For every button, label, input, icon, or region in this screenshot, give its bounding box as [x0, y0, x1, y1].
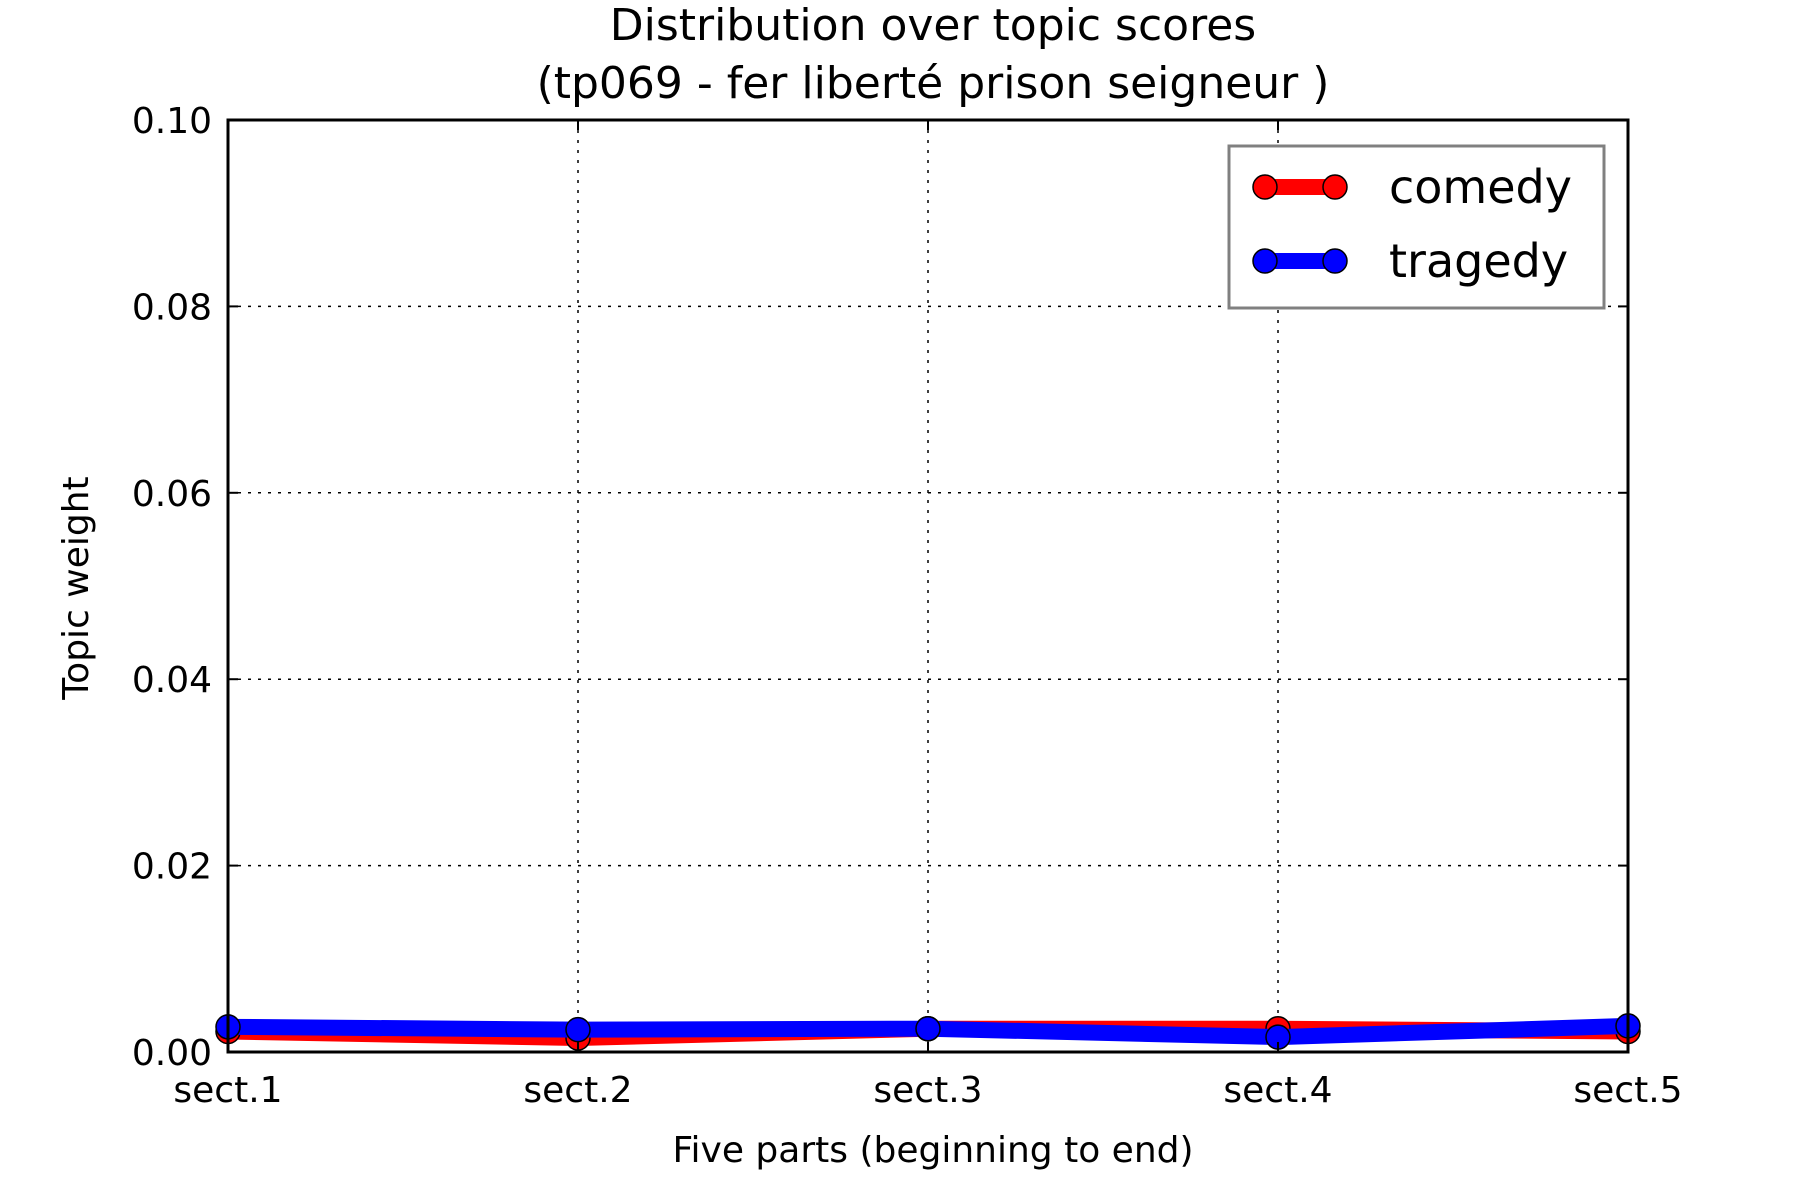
y-tick-label: 0.08 [132, 287, 212, 328]
legend-marker [1322, 174, 1348, 200]
legend-item: tragedy [1252, 234, 1568, 288]
legend-box [1227, 144, 1606, 310]
legend: comedy tragedy [1227, 144, 1606, 310]
y-tick-label: 0.00 [132, 1033, 212, 1074]
legend-marker [1322, 248, 1348, 274]
data-point [565, 1016, 591, 1043]
plot-series [215, 1013, 1641, 1051]
legend-label: comedy [1389, 160, 1572, 214]
legend-marker [1252, 248, 1278, 274]
y-tick-label: 0.10 [132, 101, 212, 142]
legend-marker [1252, 174, 1278, 200]
legend-item: comedy [1252, 160, 1572, 214]
x-tick-label: sect.1 [173, 1070, 282, 1111]
x-tick-label: sect.2 [523, 1070, 632, 1111]
chart-title: Distribution over topic scores [610, 0, 1256, 51]
x-tick-label: sect.5 [1573, 1070, 1682, 1111]
legend-label: tragedy [1389, 234, 1568, 288]
x-tick-label: sect.3 [873, 1070, 982, 1111]
y-tick-label: 0.02 [132, 847, 212, 888]
axis-ticks: 0.00 0.02 0.04 0.06 0.08 0.10 sect.1 sect.2 sect… [132, 101, 1683, 1111]
y-tick-label: 0.04 [132, 660, 212, 701]
y-axis-label: Topic weight [56, 476, 97, 700]
x-tick-label: sect.4 [1223, 1070, 1332, 1111]
chart-subtitle: (tp069 - fer liberté prison seigneur ) [537, 58, 1330, 109]
grid [228, 120, 1628, 1052]
x-axis-label: Five parts (beginning to end) [672, 1130, 1193, 1171]
y-tick-label: 0.06 [132, 474, 212, 515]
data-point [915, 1015, 941, 1042]
